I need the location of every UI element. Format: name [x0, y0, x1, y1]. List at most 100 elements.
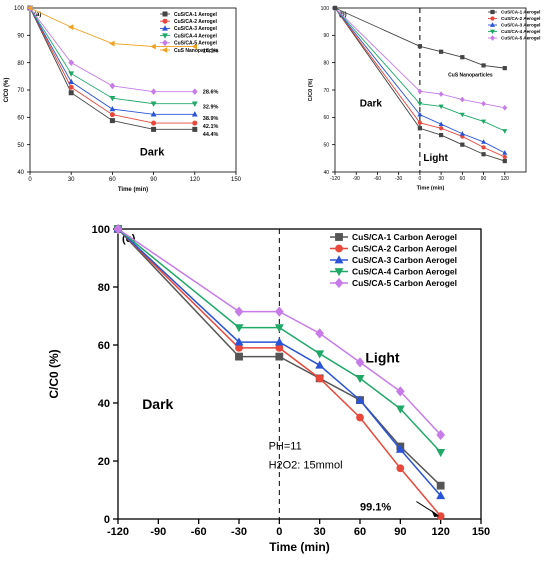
x-axis-title: Time (min) — [269, 540, 329, 554]
x-tick-label: 90 — [394, 526, 406, 538]
y-tick-label: 80 — [17, 61, 24, 67]
series-line — [334, 7, 505, 162]
data-point — [438, 91, 444, 97]
data-point — [460, 142, 465, 147]
data-point — [150, 88, 157, 95]
ph-condition-label: PH=11 — [269, 440, 302, 452]
removal-percentage-label: 42.1% — [203, 124, 219, 130]
x-tick-label: -90 — [150, 526, 166, 538]
x-axis-title: Time (min) — [118, 187, 148, 193]
x-tick-label: 60 — [354, 526, 366, 538]
dark-region-label: Dark — [360, 98, 383, 109]
x-tick-label: 0 — [28, 177, 32, 183]
light-region-label: Light — [423, 153, 448, 164]
y-tick-label: 90 — [323, 33, 329, 39]
data-point — [459, 131, 465, 136]
x-tick-label: -30 — [395, 176, 402, 182]
h2o2-condition-label: H2O2: 15mmol — [269, 459, 343, 471]
panel-label: (a) — [34, 12, 41, 18]
x-tick-label: 60 — [109, 177, 116, 183]
series-line — [334, 7, 505, 158]
legend-label: CuS/CA-5 Aerogel — [501, 36, 540, 41]
data-point — [460, 55, 465, 60]
x-tick-label: 150 — [231, 177, 242, 183]
y-tick-label: 60 — [17, 115, 24, 121]
data-point — [417, 111, 423, 117]
legend-swatch-marker — [490, 22, 495, 27]
data-point — [192, 120, 198, 126]
y-tick-label: 40 — [323, 170, 329, 176]
y-tick-label: 60 — [323, 115, 329, 121]
max-removal-label: 99.1% — [360, 501, 391, 513]
legend-swatch-marker — [335, 233, 343, 241]
removal-percentage-label: 14.1% — [203, 49, 219, 55]
data-point — [481, 139, 487, 144]
legend-swatch-marker — [162, 33, 168, 39]
y-tick-label: 100 — [14, 6, 25, 12]
removal-arrow-head — [431, 510, 440, 518]
y-tick-label: 60 — [98, 340, 110, 352]
x-tick-label: 0 — [418, 176, 421, 182]
panel-c: -120 -90 -60 -30 0 30 60 90 120 150 0 20 40 60 80 100 Ti… — [47, 224, 490, 554]
data-point — [150, 101, 157, 107]
legend-entry: CuS/CA-2 Carbon Aerogel — [330, 243, 457, 253]
data-point — [150, 43, 156, 50]
legend-label: CuS/CA-3 Aerogel — [174, 26, 217, 32]
panel-label: (b) — [339, 12, 347, 18]
x-tick-label: -30 — [231, 526, 247, 538]
data-point — [26, 5, 33, 11]
y-tick-label: 100 — [321, 6, 330, 12]
data-point — [109, 96, 116, 102]
y-tick-label: 100 — [92, 224, 110, 236]
legend-entry: CuS/CA-3 Aerogel — [488, 22, 540, 28]
legend-label: CuS/CA-5 Carbon Aerogel — [352, 278, 457, 288]
series-line — [334, 7, 505, 69]
legend-label: CuS/CA-1 Aerogel — [174, 12, 217, 18]
x-tick-label: 90 — [150, 177, 157, 183]
x-tick-label: -60 — [374, 176, 381, 182]
y-tick-label: 90 — [17, 33, 24, 39]
data-point — [332, 5, 338, 11]
legend-swatch-marker — [490, 29, 495, 35]
data-point — [439, 133, 444, 138]
data-point — [502, 154, 507, 160]
legend-swatch-marker — [490, 16, 495, 21]
legend-label: CuS/CA-3 Aerogel — [501, 23, 540, 28]
data-point — [355, 395, 365, 404]
data-point — [151, 120, 157, 126]
data-point — [355, 357, 365, 368]
legend-swatch-marker — [334, 277, 344, 289]
y-tick-label: 70 — [17, 88, 24, 94]
series-cus-ca-5-carbon-aerogel — [113, 223, 446, 441]
y-tick-label: 20 — [98, 456, 110, 468]
data-point — [191, 111, 198, 117]
data-point — [438, 121, 444, 126]
series-cus-ca-2-carbon-aerogel — [114, 225, 445, 520]
y-tick-label: 70 — [323, 88, 329, 94]
legend-entry: CuS/CA-3 Aerogel — [160, 25, 217, 32]
data-point — [417, 120, 422, 125]
x-tick-label: 120 — [501, 176, 510, 182]
legend-swatch-marker — [335, 244, 343, 253]
data-point — [417, 101, 423, 107]
data-point — [150, 111, 157, 117]
legend-label: CuS/CA-3 Carbon Aerogel — [352, 255, 457, 265]
y-axis-title: C/C0 (%) — [308, 79, 314, 102]
data-point — [234, 337, 244, 346]
data-point — [234, 324, 244, 333]
data-point — [502, 129, 508, 134]
legend-entry: CuS/CA-5 Aerogel — [488, 35, 540, 41]
series-line — [334, 7, 505, 154]
data-point — [68, 59, 75, 66]
data-point — [192, 126, 198, 132]
x-tick-label: 120 — [190, 177, 201, 183]
x-tick-label: 30 — [438, 176, 444, 182]
y-tick-label: 40 — [17, 170, 24, 176]
legend-entry: CuS/CA-3 Carbon Aerogel — [330, 255, 457, 265]
y-tick-label: 50 — [17, 143, 24, 149]
data-point — [274, 306, 284, 317]
